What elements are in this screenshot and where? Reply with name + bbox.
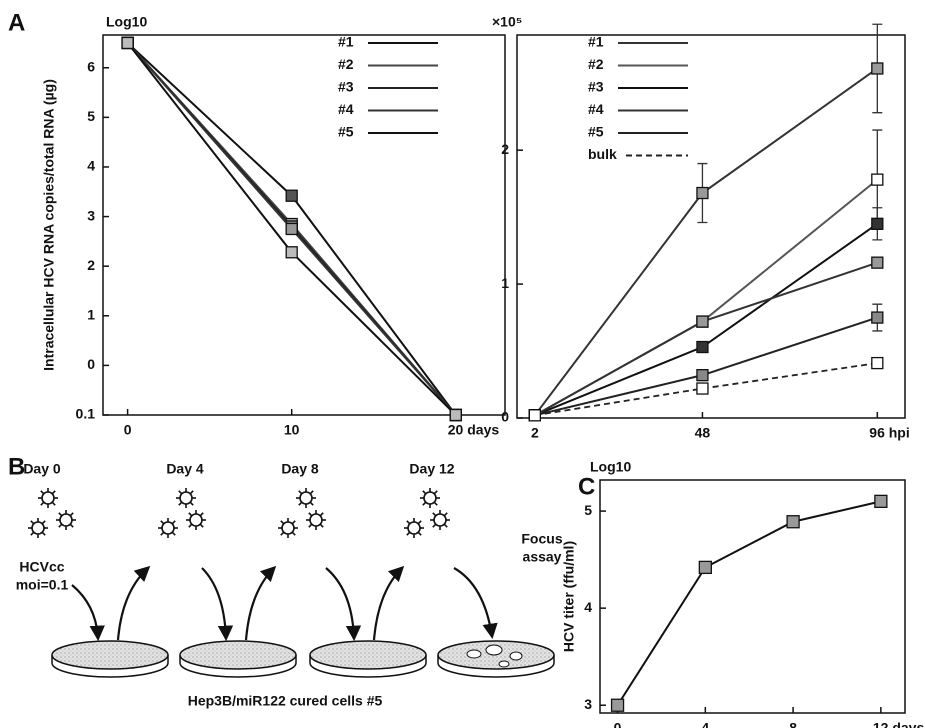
y-tick-label: 2 [501,141,509,157]
marker [696,340,709,354]
marker [871,256,884,269]
marker [121,36,134,50]
viruses [27,487,451,539]
x-tick-label: 0 [614,720,622,728]
step-label: Day 12 [409,461,454,477]
y-tick-label: 3 [87,207,95,223]
legend-label: #2 [588,56,604,72]
legend-label: #3 [338,79,354,95]
legend-label: #3 [588,79,604,95]
inoculum-label: moi=0.1 [16,577,69,593]
x-tick-label: 96 hpi [869,425,909,441]
marker [871,173,884,186]
x-tick-label: 4 [701,720,709,728]
plot-frame [102,34,506,416]
y-tick-label: 3 [584,696,592,712]
x-tick-label: 8 [789,720,797,728]
step-label: Day 4 [166,461,204,477]
marker [871,62,884,75]
panel-label: B [8,453,25,480]
diagram: Day 0 Day 4 Day 8 Day 12 HCVcc moi=0.1 F… [16,461,563,709]
y-tick-label: 4 [87,158,95,174]
y-unit: Log10 [590,459,631,475]
x-tick-label: 12 days [873,720,925,728]
y-tick-label: 2 [87,257,95,273]
marker [696,368,709,382]
x-tick-label: 10 [284,422,300,438]
marker [698,560,712,575]
y-tick-label: 0 [501,409,509,425]
y-tick-label: 1 [87,306,95,322]
legend-label: #5 [338,124,354,140]
legend-label: #1 [338,34,354,50]
y-tick-label: 6 [87,58,95,74]
legend-label: #5 [588,124,604,140]
x-tick-label: 20 days [448,422,500,438]
y-tick-label: 0 [87,356,95,372]
y-axis-label: Intracellular HCV RNA copies/total RNA (… [41,79,57,371]
marker [871,311,884,324]
y-tick-label: 5 [584,502,592,518]
step-label: Day 8 [281,461,319,477]
marker [696,382,709,395]
y-unit: Log10 [106,14,147,30]
plot-frame [599,479,906,714]
y-tick-label: 1 [501,275,509,291]
plot-frame [516,34,906,419]
x-tick-label: 0 [124,422,132,438]
series-line [534,316,878,417]
marker [528,409,542,422]
caption: Hep3B/miR122 cured cells #5 [188,693,383,709]
arrows [71,565,498,642]
marker [449,408,462,422]
readout-label: Focus [521,531,562,547]
y-axis-label: HCV titer (ffu/ml) [561,541,577,652]
marker [285,246,298,259]
y-tick-label: 0.1 [76,406,96,422]
legend-label: #2 [338,56,354,72]
marker [696,315,709,328]
panel-label: A [8,9,25,36]
marker [786,515,800,529]
step-label: Day 0 [23,461,61,477]
marker [285,189,298,202]
marker [874,494,888,509]
readout-label: assay [523,549,562,565]
dishes [51,640,555,678]
y-unit: ×10⁵ [492,14,522,30]
legend-label: bulk [588,146,617,162]
marker [285,222,298,236]
x-tick-label: 2 [531,425,539,441]
inoculum-label: HCVcc [19,559,64,575]
series-line [534,67,878,416]
panel-label: C [578,473,595,500]
marker [610,698,625,712]
marker [696,186,709,200]
legend-label: #1 [588,34,604,50]
series-line [616,500,882,706]
x-tick-label: 48 [695,425,711,441]
y-tick-label: 4 [584,599,592,615]
marker [871,217,884,230]
marker [871,356,884,370]
legend-label: #4 [588,101,604,117]
y-tick-label: 5 [87,108,95,124]
legend-label: #4 [338,101,354,117]
